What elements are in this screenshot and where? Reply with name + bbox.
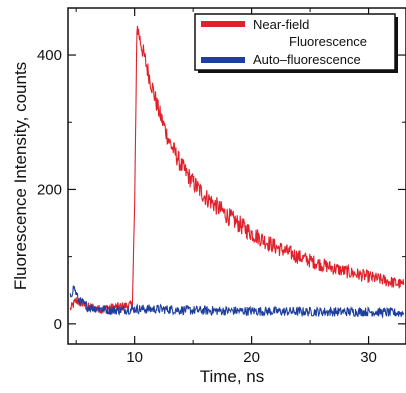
- y-tick-label: 400: [37, 47, 62, 64]
- legend-label-near-field-line2: Fluorescence: [289, 34, 367, 49]
- series-layer: [69, 25, 405, 319]
- x-tick-label: 30: [360, 349, 377, 366]
- y-tick-label: 200: [37, 181, 62, 198]
- series-line-near-field: [69, 25, 405, 315]
- legend-label-auto-fluorescence: Auto–fluorescence: [253, 52, 361, 67]
- series-line-auto-fluorescence: [69, 285, 405, 319]
- axis-layer: 10 20 30 0 200 400: [37, 8, 406, 366]
- y-tick-label: 0: [54, 316, 62, 333]
- x-tick-label: 10: [126, 349, 143, 366]
- x-tick-label: 20: [243, 349, 260, 366]
- y-axis-title: Fluorescence Intensity, counts: [11, 62, 30, 290]
- x-axis-title: Time, ns: [200, 367, 265, 386]
- legend: Near-field Fluorescence Auto–fluorescenc…: [194, 13, 398, 73]
- legend-label-near-field: Near-field: [253, 17, 309, 32]
